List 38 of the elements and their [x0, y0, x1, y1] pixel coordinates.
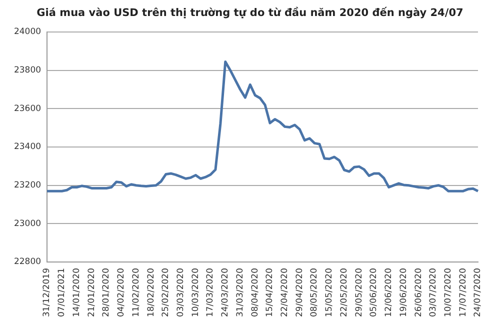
chart-title: Giá mua vào USD trên thị trường tự do từ đầu năm 2020 đến ngày 24/07 — [36, 7, 464, 19]
x-tick-label: 17/07/2020 — [458, 268, 468, 318]
x-tick-label: 03/03/2020 — [176, 268, 186, 318]
x-tick-label: 07/01/2021 — [57, 268, 68, 318]
x-tick-label: 11/02/2020 — [131, 268, 142, 318]
x-tick-label: 29/05/2020 — [354, 268, 364, 318]
x-tick-label: 28/01/2020 — [102, 268, 112, 318]
x-tick-label: 05/06/2020 — [369, 268, 380, 318]
x-tick-label: 15/05/2020 — [324, 268, 335, 318]
x-tick-label: 03/07/2020 — [428, 268, 439, 318]
x-tick-label: 12/06/2020 — [384, 268, 394, 318]
x-tick-label: 22/04/2020 — [280, 268, 290, 318]
x-tick-label: 25/02/2020 — [161, 268, 172, 318]
y-tick-label: 24000 — [14, 27, 42, 38]
x-tick-label: 26/06/2020 — [414, 268, 424, 318]
x-tick-label: 10/03/2020 — [190, 268, 201, 318]
y-tick-label: 23200 — [14, 180, 42, 191]
x-tick-label: 31/12/2019 — [42, 268, 52, 318]
x-tick-label: 18/02/2020 — [146, 268, 156, 318]
x-tick-label: 24/07/2020 — [473, 268, 484, 318]
x-tick-label: 21/01/2020 — [86, 268, 97, 318]
y-tick-label: 23000 — [14, 218, 42, 229]
x-tick-label: 22/05/2020 — [339, 268, 350, 318]
y-tick-label: 23400 — [14, 142, 42, 152]
x-tick-label: 08/05/2020 — [310, 268, 320, 318]
x-tick-label: 17/03/2020 — [206, 268, 216, 318]
y-tick-label: 23600 — [14, 104, 42, 114]
x-tick-label: 14/01/2020 — [72, 268, 82, 318]
y-tick-label: 22800 — [14, 257, 42, 268]
x-tick-label: 24/03/2020 — [220, 268, 231, 318]
x-tick-label: 31/03/2020 — [235, 268, 246, 318]
x-tick-label: 08/04/2020 — [250, 268, 260, 318]
x-tick-label: 15/04/2020 — [265, 268, 276, 318]
y-tick-label: 23800 — [14, 66, 42, 76]
x-tick-label: 19/06/2020 — [398, 268, 409, 318]
x-tick-label: 10/07/2020 — [443, 268, 454, 318]
x-tick-label: 29/04/2020 — [294, 268, 305, 318]
x-tick-label: 04/02/2020 — [116, 268, 127, 318]
